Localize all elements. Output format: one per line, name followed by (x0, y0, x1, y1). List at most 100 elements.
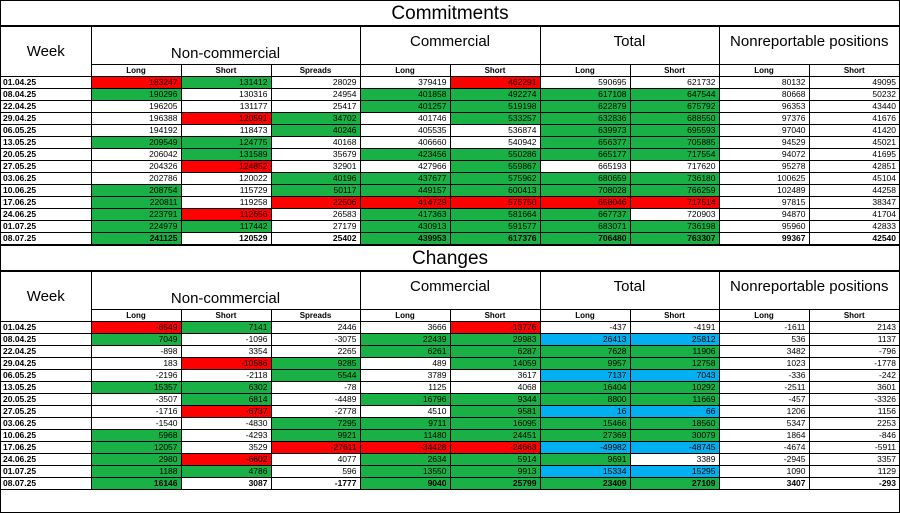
value-cell: 667737 (539, 208, 631, 221)
value-cell: 35679 (270, 148, 361, 161)
table-row: 01.04.25 -6549 7141 2446 3666 -13776 -437 -4191… (1, 321, 900, 334)
value-cell: 1864 (718, 429, 810, 442)
value-cell: 42851 (808, 160, 900, 173)
table-row: 08.07.25 241125 120529 25402 439953 617376 706… (1, 232, 900, 245)
value-cell: 15334 (539, 465, 631, 478)
value-cell: 533257 (449, 112, 541, 125)
value-cell: 706480 (539, 232, 631, 245)
value-cell: 194192 (90, 124, 182, 137)
value-cell: 427966 (359, 160, 451, 173)
value-cell: 720903 (629, 208, 720, 221)
value-cell: 417363 (359, 208, 451, 221)
week-cell: 27.05.25 (1, 160, 92, 173)
week-cell: 22.04.25 (1, 345, 92, 358)
value-cell: -78 (270, 381, 361, 394)
table-row: 08.07.25 16146 3087 -1777 9040 25799 23409 2710… (1, 477, 900, 490)
value-cell: 590695 (539, 76, 631, 89)
value-cell: 4510 (359, 405, 451, 418)
value-cell: 50232 (808, 88, 900, 101)
value-cell: 639973 (539, 124, 631, 137)
value-cell: 632836 (539, 112, 631, 125)
value-cell: -3075 (270, 333, 361, 346)
value-cell: -3507 (90, 393, 182, 406)
value-cell: 99367 (718, 232, 810, 245)
value-cell: 622879 (539, 100, 631, 113)
value-cell: 44258 (808, 184, 900, 197)
value-cell: 6814 (180, 393, 272, 406)
value-cell: 717554 (629, 148, 720, 161)
value-cell: 30079 (629, 429, 720, 442)
week-cell: 06.05.25 (1, 369, 92, 382)
week-cell: 01.07.25 (1, 220, 92, 233)
value-cell: 23409 (539, 477, 631, 490)
value-cell: 115729 (180, 184, 272, 197)
value-cell: -242 (808, 369, 900, 382)
value-cell: 3617 (449, 369, 541, 382)
value-cell: 3087 (180, 477, 272, 490)
value-cell: 26413 (539, 333, 631, 346)
sub-header-long: Long (359, 64, 451, 77)
sub-header-long: Long (359, 309, 451, 322)
value-cell: 66 (629, 405, 720, 418)
value-cell: 196388 (90, 112, 182, 125)
non-commercial-header: Non-commercial (90, 271, 361, 310)
value-cell: 43440 (808, 100, 900, 113)
value-cell: 401858 (359, 88, 451, 101)
value-cell: 647544 (629, 88, 720, 101)
value-cell: 112656 (180, 208, 272, 221)
changes-table: Week Non-commercial Commercial Total Nonrepo… (1, 271, 900, 490)
table-row: 10.06.25 208754 115729 50117 449157 600413 708… (1, 184, 900, 197)
value-cell: 656377 (539, 136, 631, 149)
value-cell: -34428 (359, 441, 451, 454)
value-cell: -336 (718, 369, 810, 382)
sub-header-row: Long Short Spreads Long Short Long Short Long Sh… (1, 64, 900, 77)
value-cell: 7137 (539, 369, 631, 382)
value-cell: 102489 (718, 184, 810, 197)
value-cell: 183247 (90, 76, 182, 89)
value-cell: 2143 (808, 321, 900, 334)
value-cell: 9040 (359, 477, 451, 490)
value-cell: -2118 (180, 369, 272, 382)
value-cell: 34702 (270, 112, 361, 125)
value-cell: 6287 (449, 345, 541, 358)
value-cell: -1777 (270, 477, 361, 490)
week-cell: 24.06.25 (1, 208, 92, 221)
value-cell: 25812 (629, 333, 720, 346)
value-cell: 717620 (629, 160, 720, 173)
value-cell: 16095 (449, 417, 541, 430)
value-cell: 600413 (449, 184, 541, 197)
value-cell: -3326 (808, 393, 900, 406)
value-cell: 13550 (359, 465, 451, 478)
value-cell: 50117 (270, 184, 361, 197)
value-cell: 28029 (270, 76, 361, 89)
value-cell: 9913 (449, 465, 541, 478)
value-cell: 688550 (629, 112, 720, 125)
value-cell: 658046 (539, 196, 631, 209)
table-row: 01.07.25 224979 117442 27179 430913 591577 683… (1, 220, 900, 233)
value-cell: 736198 (629, 220, 720, 233)
value-cell: 14059 (449, 357, 541, 370)
value-cell: 124852 (180, 160, 272, 173)
value-cell: 2634 (359, 453, 451, 466)
value-cell: 492274 (449, 88, 541, 101)
week-cell: 20.05.25 (1, 148, 92, 161)
table-row: 03.06.25 202786 120022 40196 437677 575962 680… (1, 172, 900, 185)
value-cell: -13776 (449, 321, 541, 334)
value-cell: 119258 (180, 196, 272, 209)
value-cell: 41704 (808, 208, 900, 221)
value-cell: 18560 (629, 417, 720, 430)
week-cell: 03.06.25 (1, 172, 92, 185)
value-cell: 3789 (359, 369, 451, 382)
value-cell: 224979 (90, 220, 182, 233)
value-cell: 130316 (180, 88, 272, 101)
value-cell: 3357 (808, 453, 900, 466)
value-cell: 5347 (718, 417, 810, 430)
value-cell: 717514 (629, 196, 720, 209)
value-cell: 9921 (270, 429, 361, 442)
week-cell: 29.04.25 (1, 112, 92, 125)
value-cell: 591577 (449, 220, 541, 233)
table-row: 17.06.25 220811 119258 22506 414729 575750 658… (1, 196, 900, 209)
table-row: 13.05.25 15357 6302 -78 1125 4068 16404 10292 -2… (1, 381, 900, 394)
nonreportable-header: Nonreportable positions (718, 271, 900, 310)
value-cell: 9581 (449, 405, 541, 418)
